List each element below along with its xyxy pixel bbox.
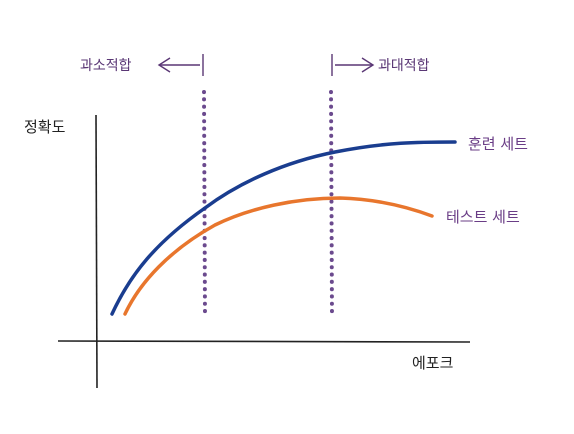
training-curve — [110, 140, 457, 316]
test-curve — [123, 196, 434, 316]
underfit-label: 과소적합 — [80, 58, 132, 74]
overfit-label: 과대적합 — [378, 58, 430, 74]
underfit-divider — [202, 90, 207, 320]
y-axis — [95, 114, 98, 389]
x-axis — [57, 340, 471, 343]
test-curve-label: 테스트 세트 — [446, 208, 520, 226]
underfit-arrowhead-icon — [157, 57, 171, 73]
overfit-divider — [329, 90, 334, 320]
x-axis-label: 에포크 — [412, 354, 453, 372]
overfit-arrowhead-icon — [361, 57, 375, 73]
y-axis-label: 정확도 — [24, 118, 66, 136]
training-curve-label: 훈련 세트 — [468, 135, 528, 153]
